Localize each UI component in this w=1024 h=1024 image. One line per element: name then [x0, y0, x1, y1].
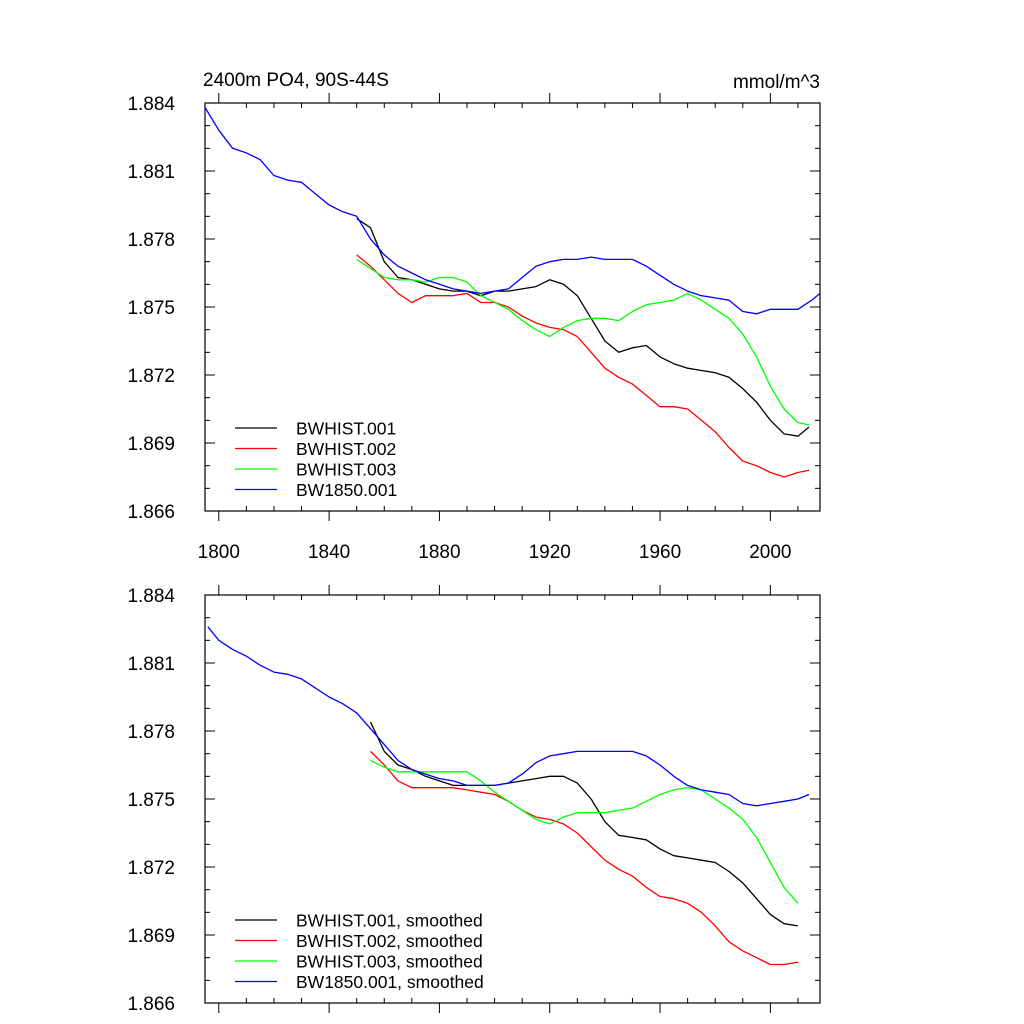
y-tick-label: 1.878 [127, 230, 175, 251]
y-tick-label: 1.866 [127, 994, 175, 1015]
legend-label: BWHIST.001, smoothed [296, 911, 483, 931]
x-tick-label: 1920 [529, 542, 571, 563]
y-tick-label: 1.875 [127, 298, 175, 319]
y-tick-label: 1.881 [127, 654, 175, 675]
legend-label: BWHIST.003 [296, 460, 396, 480]
units-label: mmol/m^3 [733, 72, 820, 93]
x-tick-label: 1880 [418, 542, 460, 563]
legend-label: BW1850.001 [296, 480, 397, 500]
series-line-bw1850-001 [207, 626, 810, 807]
series-line-bwhist-002 [356, 254, 810, 478]
legend-label: BWHIST.002 [296, 439, 396, 459]
y-tick-label: 1.875 [127, 790, 175, 811]
x-tick-label: 1840 [308, 542, 350, 563]
series-line-bwhist-002 [370, 750, 799, 966]
series-line-bwhist-001 [369, 721, 799, 927]
x-tick-label: 1960 [639, 542, 681, 563]
series-line-bwhist-001 [356, 218, 810, 437]
y-tick-label: 1.872 [127, 366, 175, 387]
chart-panel-2: 1.866 1.869 1.872 1.875 1.878 1.881 1.884 BWHIS… [127, 585, 821, 1015]
legend-label: BWHIST.001 [296, 419, 396, 439]
chart-title: 2400m PO4, 90S-44S [203, 70, 389, 91]
legend-label: BWHIST.002, smoothed [296, 931, 483, 951]
x-tick-label: 1800 [198, 542, 240, 563]
y-tick-label: 1.869 [127, 434, 175, 455]
y-tick-label: 1.869 [127, 926, 175, 947]
y-tick-label: 1.866 [127, 502, 175, 523]
y-tick-label: 1.872 [127, 858, 175, 879]
chart-panel-1: 1.866 1.869 1.872 1.875 1.878 1.881 1.884 1800 1… [127, 70, 821, 563]
legend-label: BW1850.001, smoothed [296, 972, 484, 992]
y-tick-label: 1.881 [127, 162, 175, 183]
legend-label: BWHIST.003, smoothed [296, 952, 483, 972]
y-tick-label: 1.884 [127, 586, 175, 607]
series-line-bwhist-003 [356, 258, 810, 426]
series-line-bwhist-003 [370, 759, 799, 904]
y-tick-label: 1.884 [127, 94, 175, 115]
series-line-bw1850-001 [204, 107, 821, 315]
x-tick-label: 2000 [749, 542, 791, 563]
y-tick-label: 1.878 [127, 722, 175, 743]
